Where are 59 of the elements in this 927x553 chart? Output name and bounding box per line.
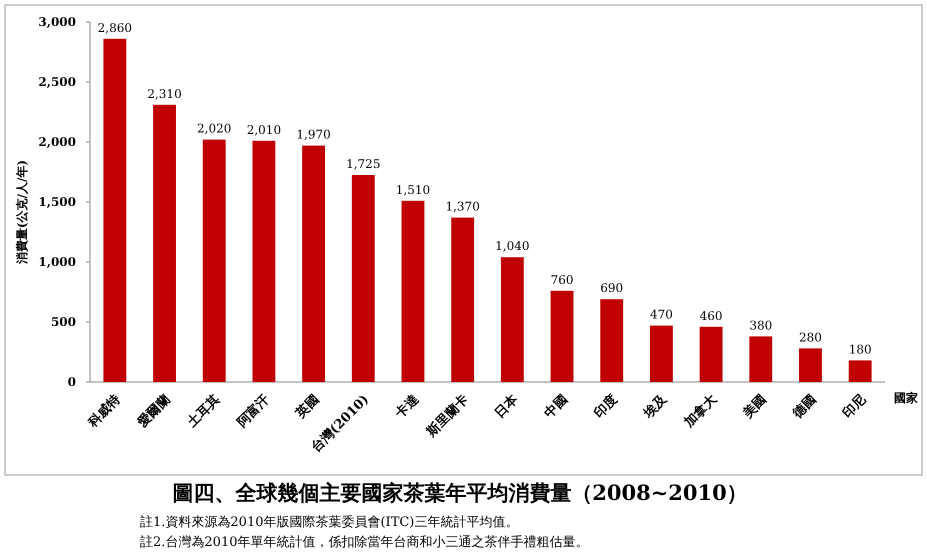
bar bbox=[103, 38, 126, 382]
data-label: 460 bbox=[700, 308, 723, 323]
x-tick-label: 埃及 bbox=[640, 390, 671, 422]
data-label: 760 bbox=[550, 272, 574, 287]
y-tick-label: 500 bbox=[50, 315, 76, 329]
x-tick-label: 卡達 bbox=[392, 392, 423, 422]
data-label: 1,370 bbox=[445, 200, 480, 214]
bar bbox=[799, 348, 822, 382]
x-tick-label: 中國 bbox=[542, 392, 571, 422]
x-axis-title: 國家 bbox=[894, 391, 918, 405]
data-label: 180 bbox=[848, 342, 872, 356]
bar bbox=[600, 299, 624, 382]
data-label: 470 bbox=[650, 308, 673, 322]
x-tick-label: 美國 bbox=[739, 392, 770, 422]
bar bbox=[550, 290, 574, 382]
y-tick-label: 2,500 bbox=[38, 75, 76, 89]
bar bbox=[202, 140, 226, 382]
bar bbox=[848, 360, 872, 382]
data-label: 1,970 bbox=[296, 128, 331, 142]
x-tick-label: 英國 bbox=[292, 392, 322, 422]
text: 圖四、全球幾個主要國家茶葉年平均消費量（2008~2010） bbox=[172, 480, 748, 505]
text: 註2.台灣為2010年單年統計值，係扣除當年台商和小三通之茶伴手禮粗估量。 bbox=[140, 535, 588, 550]
data-label: 380 bbox=[749, 318, 772, 332]
bar bbox=[352, 175, 375, 382]
data-label: 2,020 bbox=[197, 122, 232, 136]
x-tick-label: 阿富汗 bbox=[234, 392, 273, 430]
bar bbox=[153, 104, 176, 382]
bar bbox=[700, 326, 723, 382]
bar bbox=[650, 326, 673, 382]
text: 註1.資料來源為2010年版國際茶葉委員會(ITC)三年統計平均值。 bbox=[140, 515, 518, 530]
y-tick-label: 1,000 bbox=[38, 255, 76, 269]
bar bbox=[500, 257, 524, 382]
x-tick-label: 德國 bbox=[790, 392, 820, 422]
bar bbox=[252, 140, 276, 382]
x-tick-label: 愛爾蘭 bbox=[134, 392, 174, 430]
data-label: 1,040 bbox=[495, 239, 530, 254]
data-label: 2,010 bbox=[246, 122, 282, 137]
data-label: 690 bbox=[600, 281, 624, 296]
x-tick-label: 印尼 bbox=[839, 392, 869, 422]
y-tick-label: 2,000 bbox=[38, 135, 76, 149]
x-tick-label: 日本 bbox=[492, 392, 522, 422]
x-tick-label: 斯里蘭卡 bbox=[422, 392, 472, 440]
x-tick-label: 土耳其 bbox=[184, 392, 224, 432]
x-tick-label: 加拿大 bbox=[680, 390, 721, 432]
bar bbox=[302, 146, 326, 382]
bar bbox=[402, 200, 424, 382]
x-tick-label: 科威特 bbox=[84, 392, 124, 432]
y-axis-title: 消費量(公克/人/年) bbox=[15, 160, 29, 266]
data-label: 1,510 bbox=[396, 182, 430, 197]
x-tick-label: 印度 bbox=[590, 392, 621, 422]
bar bbox=[451, 218, 474, 382]
y-tick-label: 1,500 bbox=[38, 195, 76, 209]
y-tick-label: 0 bbox=[68, 375, 76, 389]
bar bbox=[749, 336, 772, 382]
data-label: 280 bbox=[799, 330, 822, 344]
data-label: 2,310 bbox=[147, 86, 182, 101]
data-label: 2,860 bbox=[98, 20, 132, 35]
data-label: 1,725 bbox=[346, 157, 380, 171]
y-tick-label: 3,000 bbox=[38, 15, 76, 29]
